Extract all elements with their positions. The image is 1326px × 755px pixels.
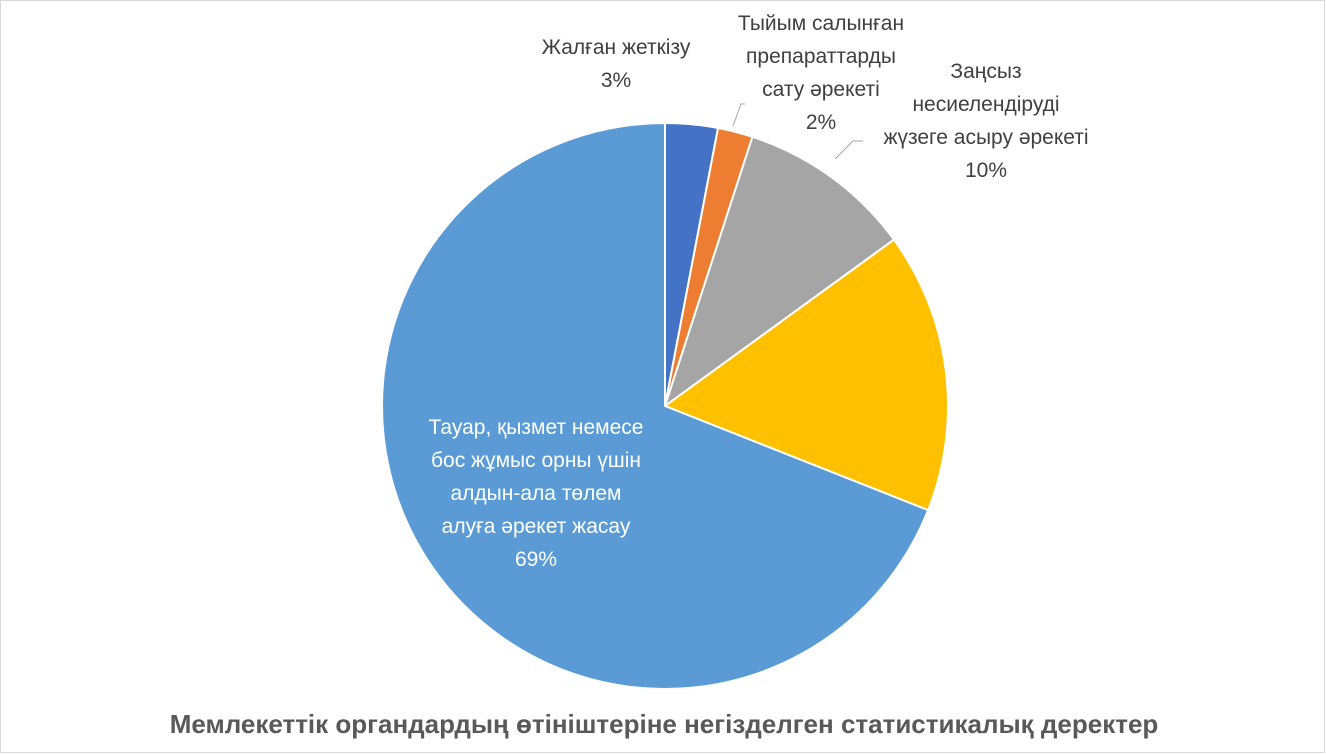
leader-line-prohibited-drugs [732,103,745,127]
data-label-line: сату әрекеті [762,78,880,101]
data-label-line: 69% [514,548,558,571]
data-label-line: алуға әрекет жасау [441,515,631,538]
data-label-line: препараттарды [746,45,896,68]
leader-line-illegal-lending [834,140,863,160]
data-label-line: 3% [600,69,632,92]
chart-title: Мемлекеттік органдардың өтініштеріне нег… [169,709,1159,739]
data-label-prohibited-drugs: Тыйым салынған препараттарды сату әрекет… [701,7,941,139]
data-label-illegal-lending: Заңсыз несиелендіруді жүзеге асыру әреке… [856,55,1116,187]
data-label-line: Тыйым салынған [737,12,905,35]
data-label-line: алдын-ала төлем [450,482,622,505]
data-label-line: 2% [805,111,837,134]
data-label-line: жүзеге асыру әрекеті [883,126,1089,149]
slice-prepayment [381,121,930,690]
slice-illegal-lending [663,135,896,409]
data-label-line: Жалған жеткізу [541,36,691,59]
data-label-line: 10% [964,159,1008,182]
data-label-false-delivery: Жалған жеткізу 3% [501,31,731,97]
data-label-prepayment: Тауар, қызмет немесе бос жұмыс орны үшін… [386,411,686,576]
data-label-line: несиелендіруді [912,93,1060,116]
data-label-line: Заңсыз [950,60,1022,83]
slice-unlabeled [662,238,949,512]
data-label-line: Тауар, қызмет немесе [428,416,644,439]
data-label-line: бос жұмыс орны үшін [431,449,641,472]
